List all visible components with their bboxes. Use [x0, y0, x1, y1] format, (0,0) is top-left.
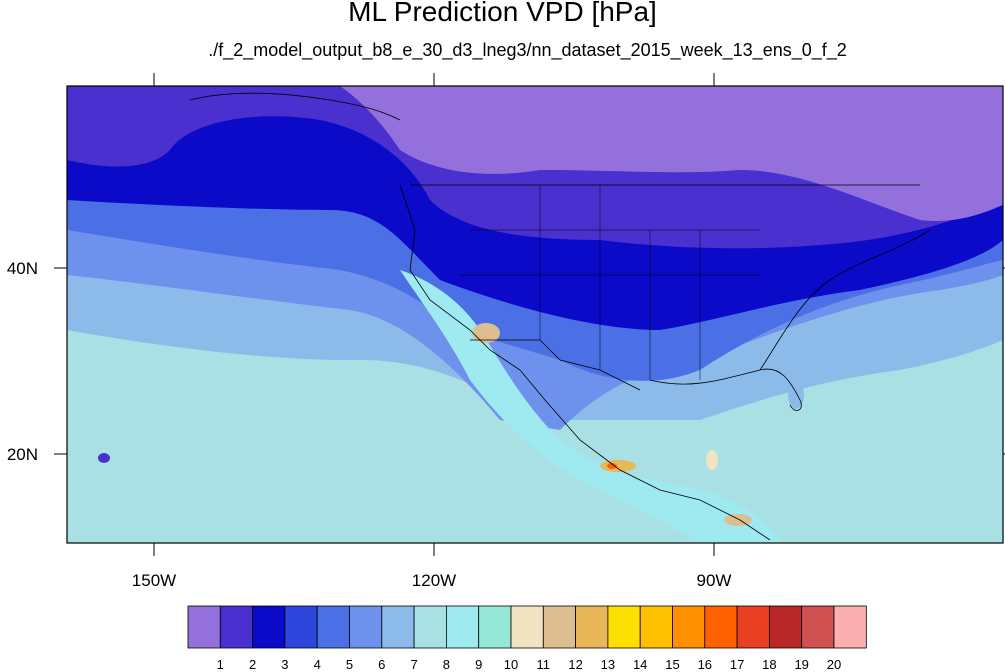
colorbar-label: 5 — [346, 657, 353, 672]
lon-label-90w: 90W — [697, 571, 732, 590]
us-mexico-border — [470, 339, 641, 391]
colorbar-label: 8 — [443, 657, 450, 672]
colorbar-swatch — [704, 605, 738, 649]
map-title: ML Prediction VPD [hPa] — [348, 0, 657, 27]
colorbar-swatch — [445, 605, 480, 649]
level-11-central-america-spot — [724, 514, 752, 526]
state-borders — [460, 185, 760, 380]
lon-label-150w: 150W — [132, 571, 176, 590]
colorbar-label: 13 — [601, 657, 615, 672]
colorbar-swatch — [284, 605, 318, 649]
colorbar-label: 4 — [314, 657, 321, 672]
vpd-field — [67, 86, 1003, 543]
lat-label-20n: 20N — [7, 445, 38, 464]
colorbar-swatch — [801, 605, 835, 649]
colorbar-label: 11 — [537, 657, 551, 672]
colorbar: 1 2 3 4 5 6 7 8 9 10 11 12 13 14 15 16 17 18 19 20 — [187, 605, 867, 672]
colorbar-swatch — [736, 605, 770, 649]
colorbar-label: 10 — [504, 657, 518, 672]
tick-marks — [54, 73, 1005, 556]
colorbar-swatch — [252, 605, 286, 649]
colorbar-swatch — [833, 605, 867, 649]
colorbar-swatch — [510, 605, 544, 649]
colorbar-label: 19 — [794, 657, 808, 672]
hawaii-region — [98, 453, 110, 463]
colorbar-swatch — [607, 605, 641, 649]
level-13-mexico-spot — [600, 460, 636, 472]
colorbar-label: 2 — [249, 657, 256, 672]
map-subtitle: ./f_2_model_output_b8_e_30_d3_lneg3/nn_d… — [208, 40, 847, 60]
colorbar-label: 6 — [378, 657, 385, 672]
colorbar-label: 17 — [730, 657, 744, 672]
colorbar-label: 14 — [633, 657, 647, 672]
plot-frame — [66, 85, 1004, 544]
colorbar-swatch — [639, 605, 673, 649]
alaska-coast — [189, 92, 401, 121]
colorbar-label: 18 — [762, 657, 776, 672]
colorbar-swatch — [413, 605, 447, 649]
colorbar-label: 20 — [827, 657, 841, 672]
level-10-yucatan-spot — [706, 450, 718, 470]
colorbar-swatch — [478, 605, 512, 649]
colorbar-swatch — [381, 605, 415, 649]
pacific-coastline — [399, 184, 771, 541]
colorbar-swatch — [575, 605, 609, 649]
level-1-region — [340, 86, 1003, 222]
level-17-mexico-spot — [607, 463, 617, 469]
colorbar-swatch — [349, 605, 383, 649]
lon-label-120w: 120W — [412, 571, 456, 590]
lat-label-40n: 40N — [7, 259, 38, 278]
colorbar-swatch — [187, 605, 221, 649]
colorbar-swatch — [542, 605, 576, 649]
colorbar-label: 1 — [217, 657, 224, 672]
colorbar-label: 15 — [665, 657, 679, 672]
colorbar-label: 16 — [698, 657, 712, 672]
colorbar-label: 12 — [568, 657, 582, 672]
florida-region — [788, 381, 804, 409]
colorbar-swatch — [219, 605, 254, 649]
level-11-baja-spot — [472, 323, 500, 343]
colorbar-label: 9 — [475, 657, 482, 672]
land-borders — [189, 92, 931, 541]
colorbar-swatch — [316, 605, 350, 649]
colorbar-swatch — [672, 605, 706, 649]
atlantic-coastline — [759, 229, 931, 371]
colorbar-label: 3 — [281, 657, 288, 672]
colorbar-label: 7 — [410, 657, 417, 672]
colorbar-swatch — [769, 605, 803, 649]
gulf-coastline — [649, 368, 802, 411]
